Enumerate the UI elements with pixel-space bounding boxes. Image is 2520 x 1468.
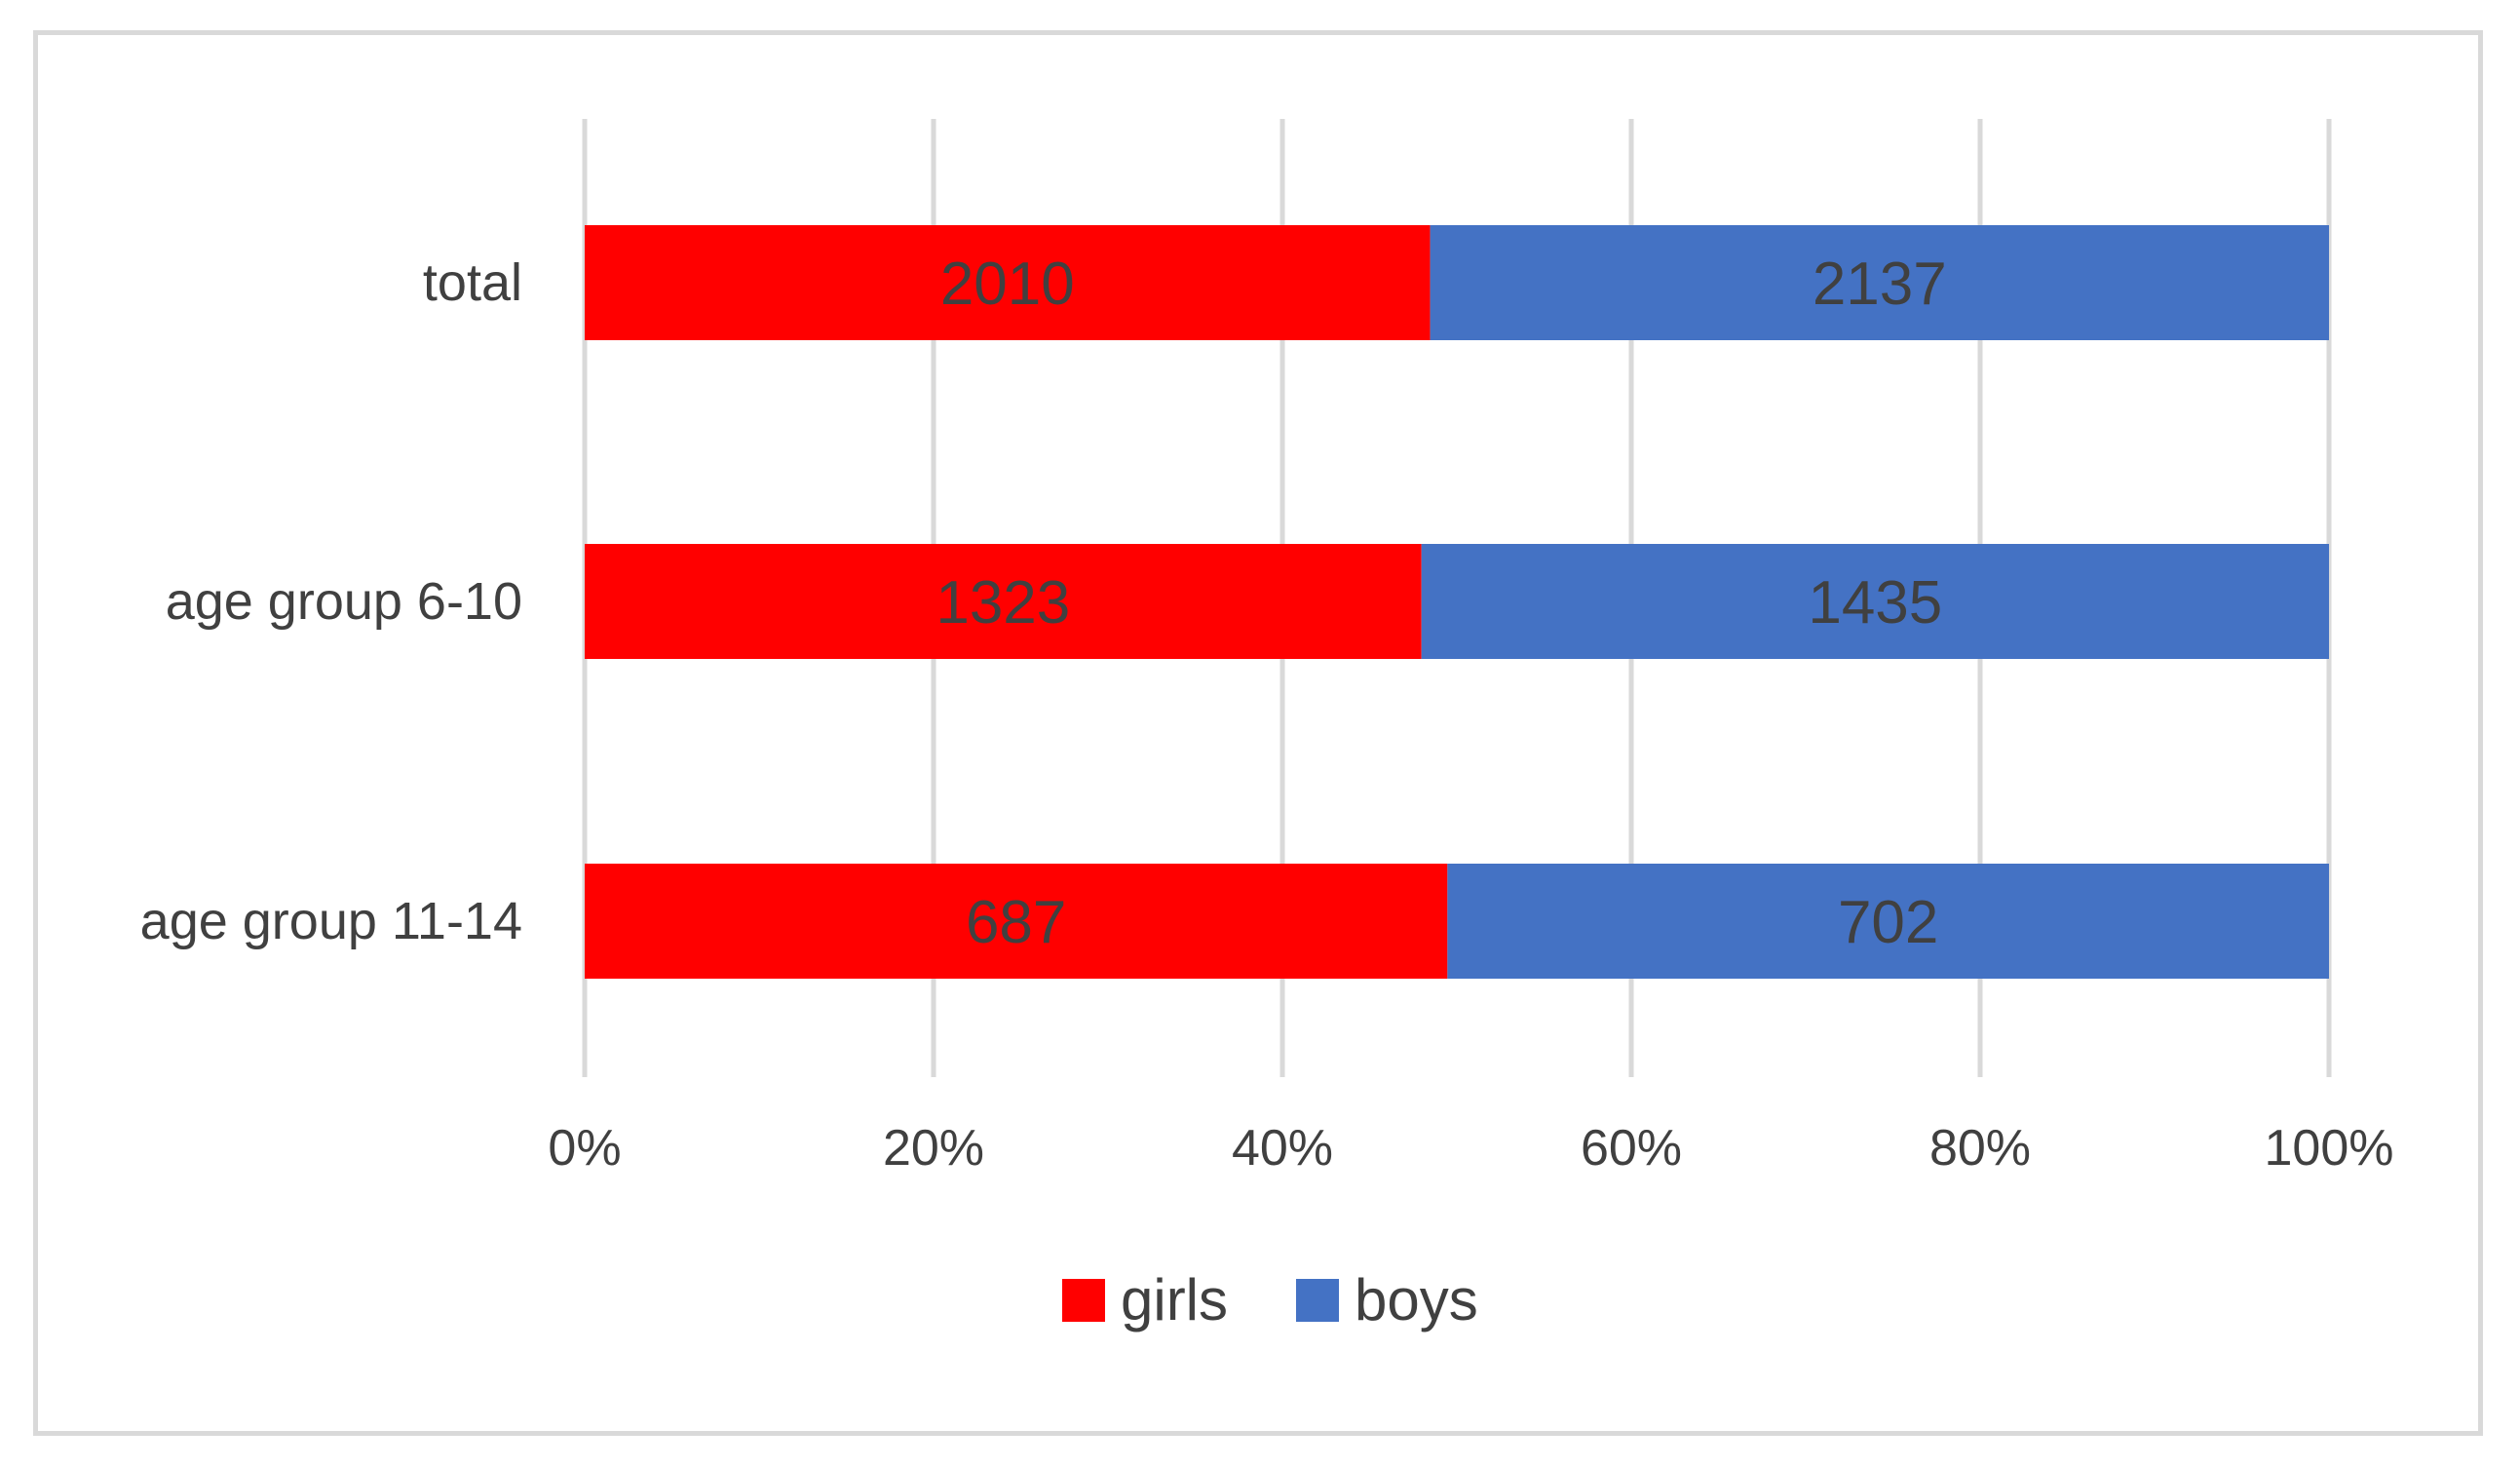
bar-segment-girls bbox=[585, 864, 1448, 979]
bar-segment-girls bbox=[585, 544, 1422, 659]
bar-segment-girls bbox=[585, 225, 1431, 340]
x-tick-label: 40% bbox=[1232, 1120, 1333, 1177]
legend-label-girls: girls bbox=[1121, 1267, 1228, 1333]
legend-swatch-girls bbox=[1062, 1279, 1105, 1322]
data-label-girls: 1323 bbox=[935, 569, 1070, 637]
data-label-boys: 2137 bbox=[1813, 251, 1947, 318]
legend-swatch-boys bbox=[1296, 1279, 1339, 1322]
x-tick-label: 60% bbox=[1581, 1120, 1682, 1177]
bar-segment-boys bbox=[1447, 864, 2329, 979]
x-tick-label: 100% bbox=[2265, 1120, 2394, 1177]
legend: girls boys bbox=[1062, 1267, 1478, 1333]
category-label: age group 6-10 bbox=[166, 572, 522, 631]
bar-segment-boys bbox=[1430, 225, 2329, 340]
data-label-girls: 687 bbox=[966, 889, 1066, 956]
data-label-boys: 702 bbox=[1838, 889, 1938, 956]
x-tick-label: 80% bbox=[1929, 1120, 2031, 1177]
x-tick-label: 20% bbox=[883, 1120, 984, 1177]
labels: 0% 20% 40% 60% 80% 100% 2010 2137 total 1323 1435 a… bbox=[140, 251, 2394, 1177]
category-label: age group 11-14 bbox=[140, 892, 522, 950]
x-tick-label: 0% bbox=[548, 1120, 621, 1177]
data-label-girls: 2010 bbox=[940, 251, 1075, 318]
bars bbox=[585, 225, 2329, 979]
legend-label-boys: boys bbox=[1355, 1267, 1478, 1333]
category-label: total bbox=[423, 253, 522, 312]
bar-segment-boys bbox=[1421, 544, 2329, 659]
data-label-boys: 1435 bbox=[1808, 569, 1942, 637]
